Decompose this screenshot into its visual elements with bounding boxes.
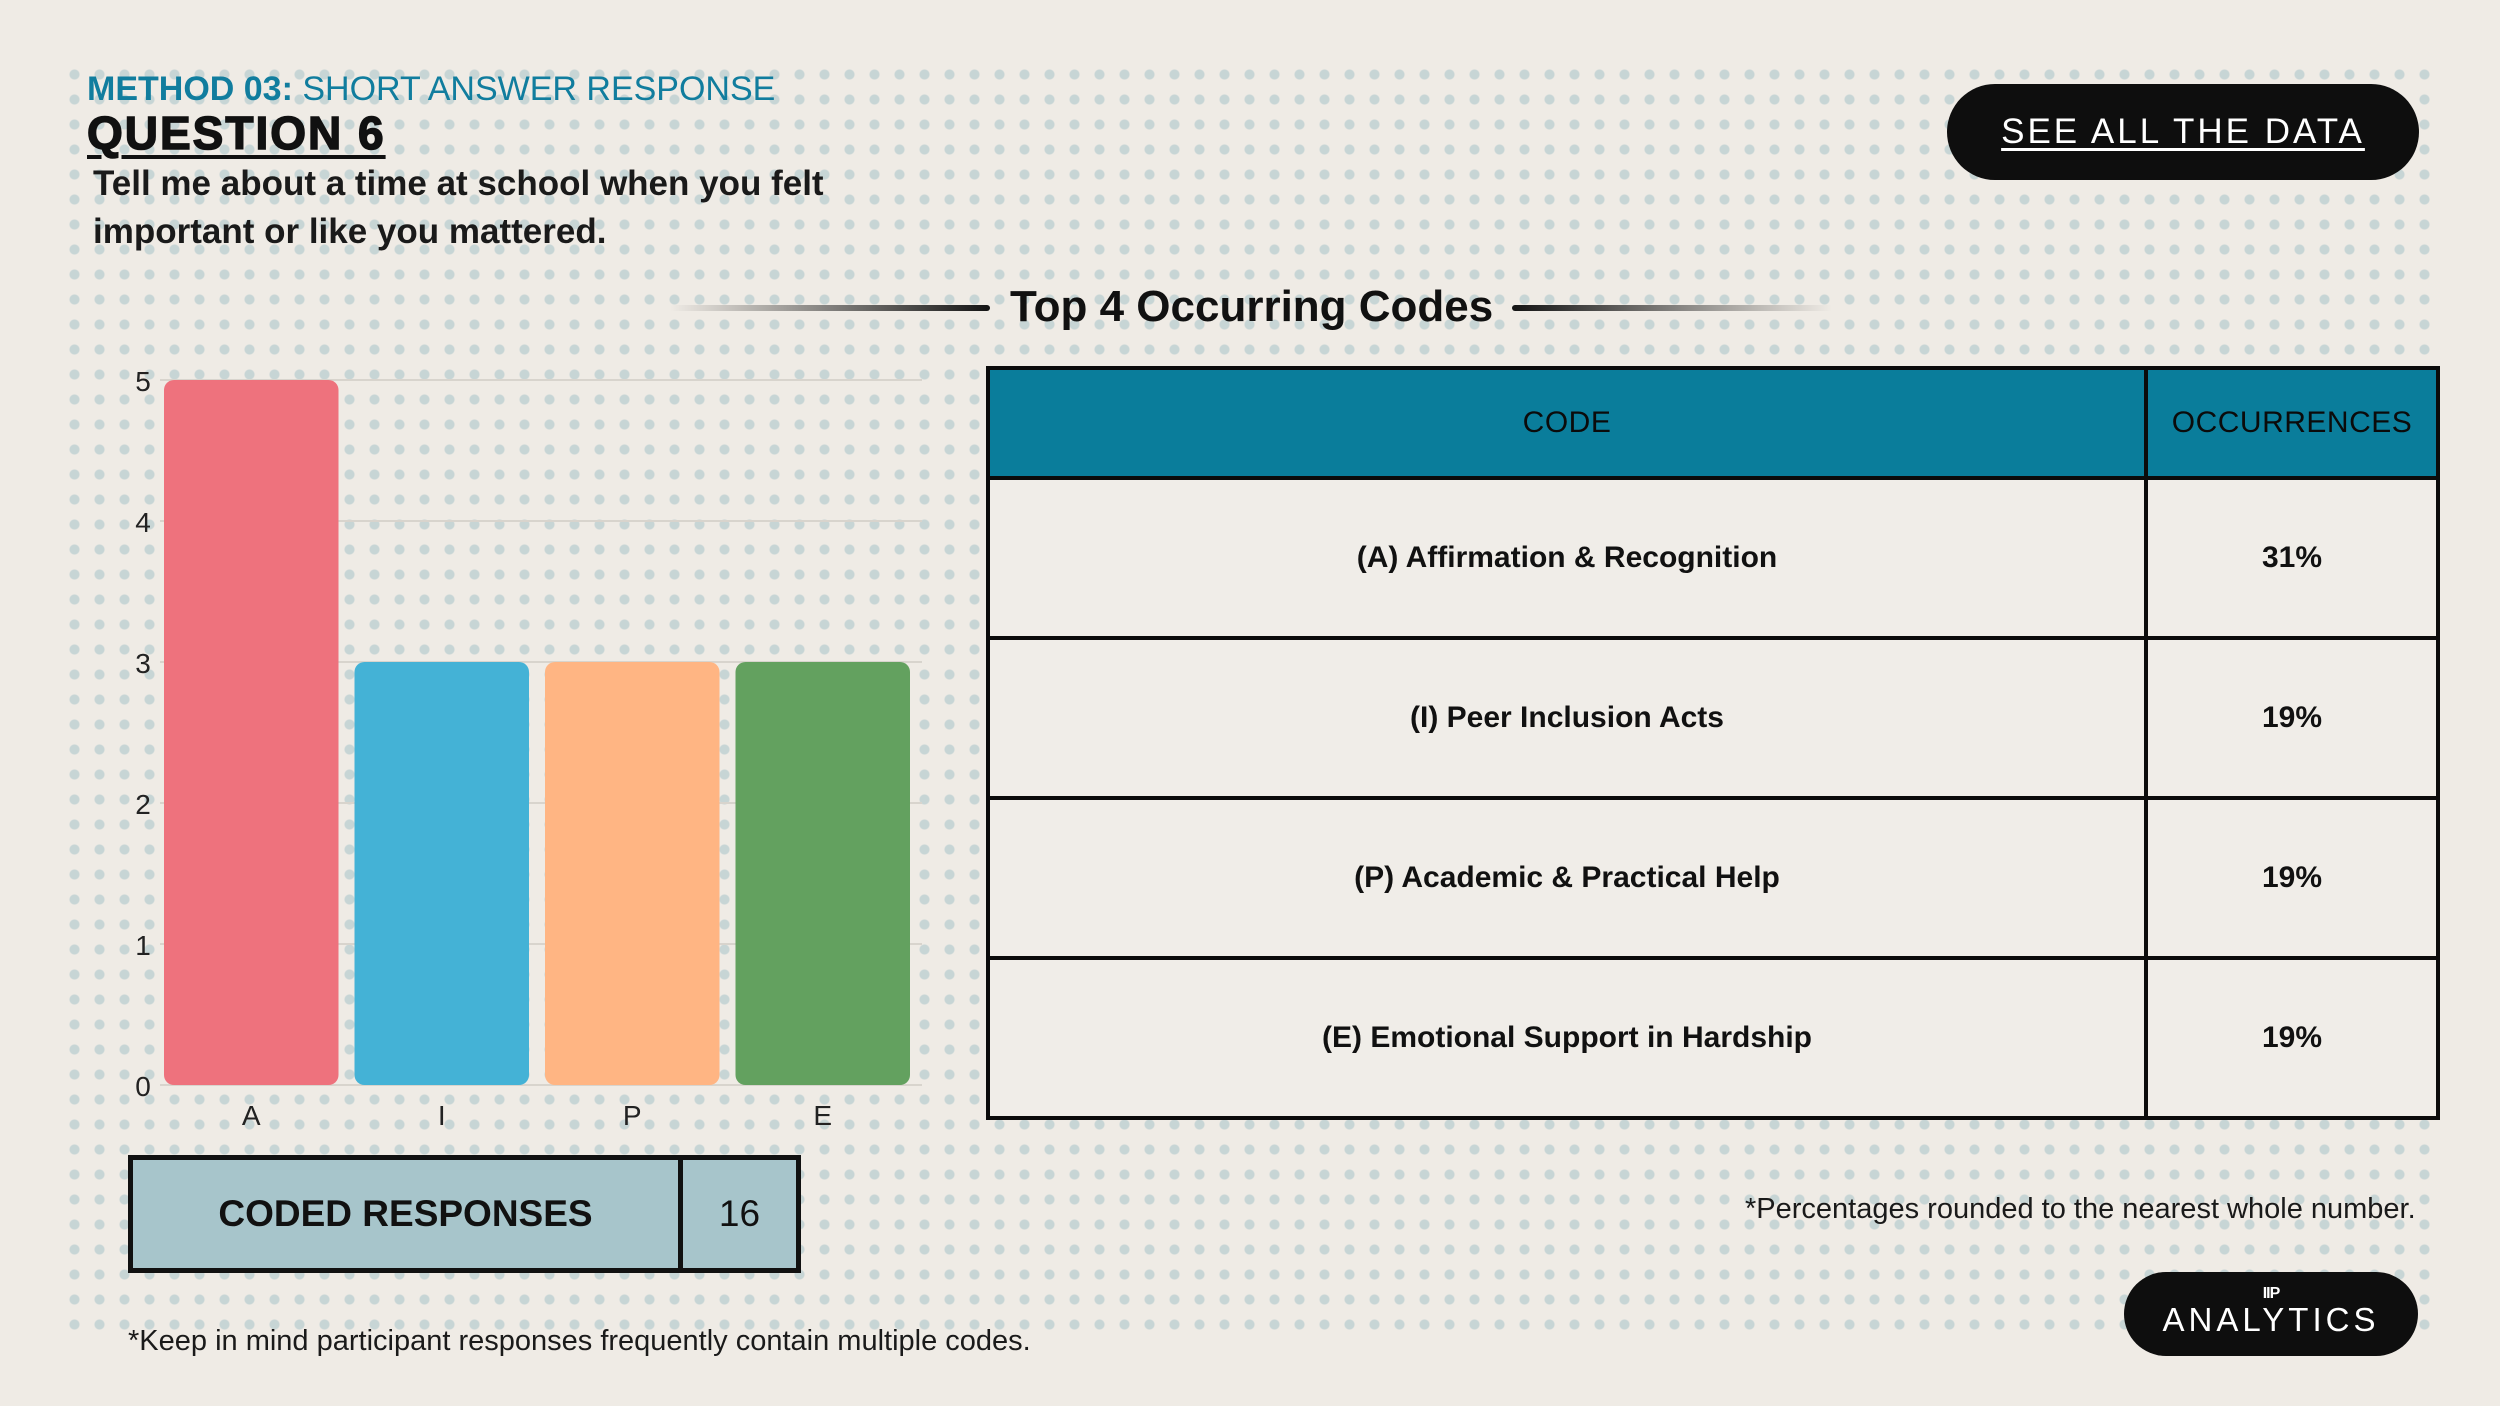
table-row: (I) Peer Inclusion Acts 19% — [986, 636, 2440, 800]
y-tick-label: 1 — [135, 930, 151, 961]
coded-responses-label: CODED RESPONSES — [133, 1160, 683, 1268]
table-row: (P) Academic & Practical Help 19% — [986, 796, 2440, 960]
y-tick-label: 5 — [135, 366, 151, 397]
bar-p — [545, 662, 720, 1085]
table-row: (E) Emotional Support in Hardship 19% — [986, 956, 2440, 1120]
x-tick-label: A — [242, 1100, 261, 1131]
code-cell: (E) Emotional Support in Hardship — [986, 956, 2148, 1120]
see-all-data-button[interactable]: SEE ALL THE DATA — [1947, 84, 2419, 180]
occurrence-cell: 19% — [2144, 636, 2440, 800]
y-tick-label: 3 — [135, 648, 151, 679]
coded-responses-value: 16 — [718, 1193, 761, 1234]
method-name: SHORT ANSWER RESPONSE — [302, 70, 776, 108]
occurrence-cell: 31% — [2144, 476, 2440, 640]
occurrence-cell: 19% — [2144, 796, 2440, 960]
code-cell: (A) Affirmation & Recognition — [986, 476, 2148, 640]
title-rule-right — [1512, 305, 1832, 311]
question-prompt: Tell me about a time at school when you … — [93, 164, 824, 251]
code-cell: (P) Academic & Practical Help — [986, 796, 2148, 960]
analytics-logo: IIP ANALYTICS — [2124, 1272, 2418, 1356]
codes-table: CODE OCCURRENCES (A) Affirmation & Recog… — [986, 366, 2440, 1120]
logo-mark: IIP — [2262, 1285, 2281, 1302]
percentage-note: *Percentages rounded to the nearest whol… — [1745, 1193, 2416, 1225]
table-row: (A) Affirmation & Recognition 31% — [986, 476, 2440, 640]
bar-chart: 0 1 2 3 4 5 A I P E — [110, 360, 930, 1140]
title-rule-left — [670, 305, 990, 311]
coded-responses-box: CODED RESPONSES 16 — [128, 1155, 801, 1273]
header-code: CODE — [986, 366, 2148, 480]
code-cell: (I) Peer Inclusion Acts — [986, 636, 2148, 800]
y-tick-label: 0 — [135, 1071, 151, 1102]
header-occurrences: OCCURRENCES — [2144, 366, 2440, 480]
bar-i — [354, 662, 529, 1085]
y-tick-label: 2 — [135, 789, 151, 820]
x-tick-label: I — [438, 1100, 446, 1131]
bar-chart-svg: 0 1 2 3 4 5 A I P E — [135, 366, 922, 1131]
logo-text: ANALYTICS — [2162, 1301, 2380, 1338]
table-header-row: CODE OCCURRENCES — [986, 366, 2440, 480]
method-prefix: METHOD 03: — [87, 70, 293, 108]
section-title: Top 4 Occurring Codes — [1010, 282, 1494, 331]
question-title: QUESTION 6 — [86, 106, 386, 160]
x-tick-label: E — [813, 1100, 832, 1131]
y-tick-label: 4 — [135, 507, 151, 538]
multiple-codes-note: *Keep in mind participant responses freq… — [128, 1325, 1031, 1357]
bar-e — [735, 662, 910, 1085]
occurrence-cell: 19% — [2144, 956, 2440, 1120]
x-tick-label: P — [623, 1100, 642, 1131]
bar-a — [164, 380, 339, 1085]
method-label: METHOD 03: SHORT ANSWER RESPONSE — [87, 70, 775, 109]
